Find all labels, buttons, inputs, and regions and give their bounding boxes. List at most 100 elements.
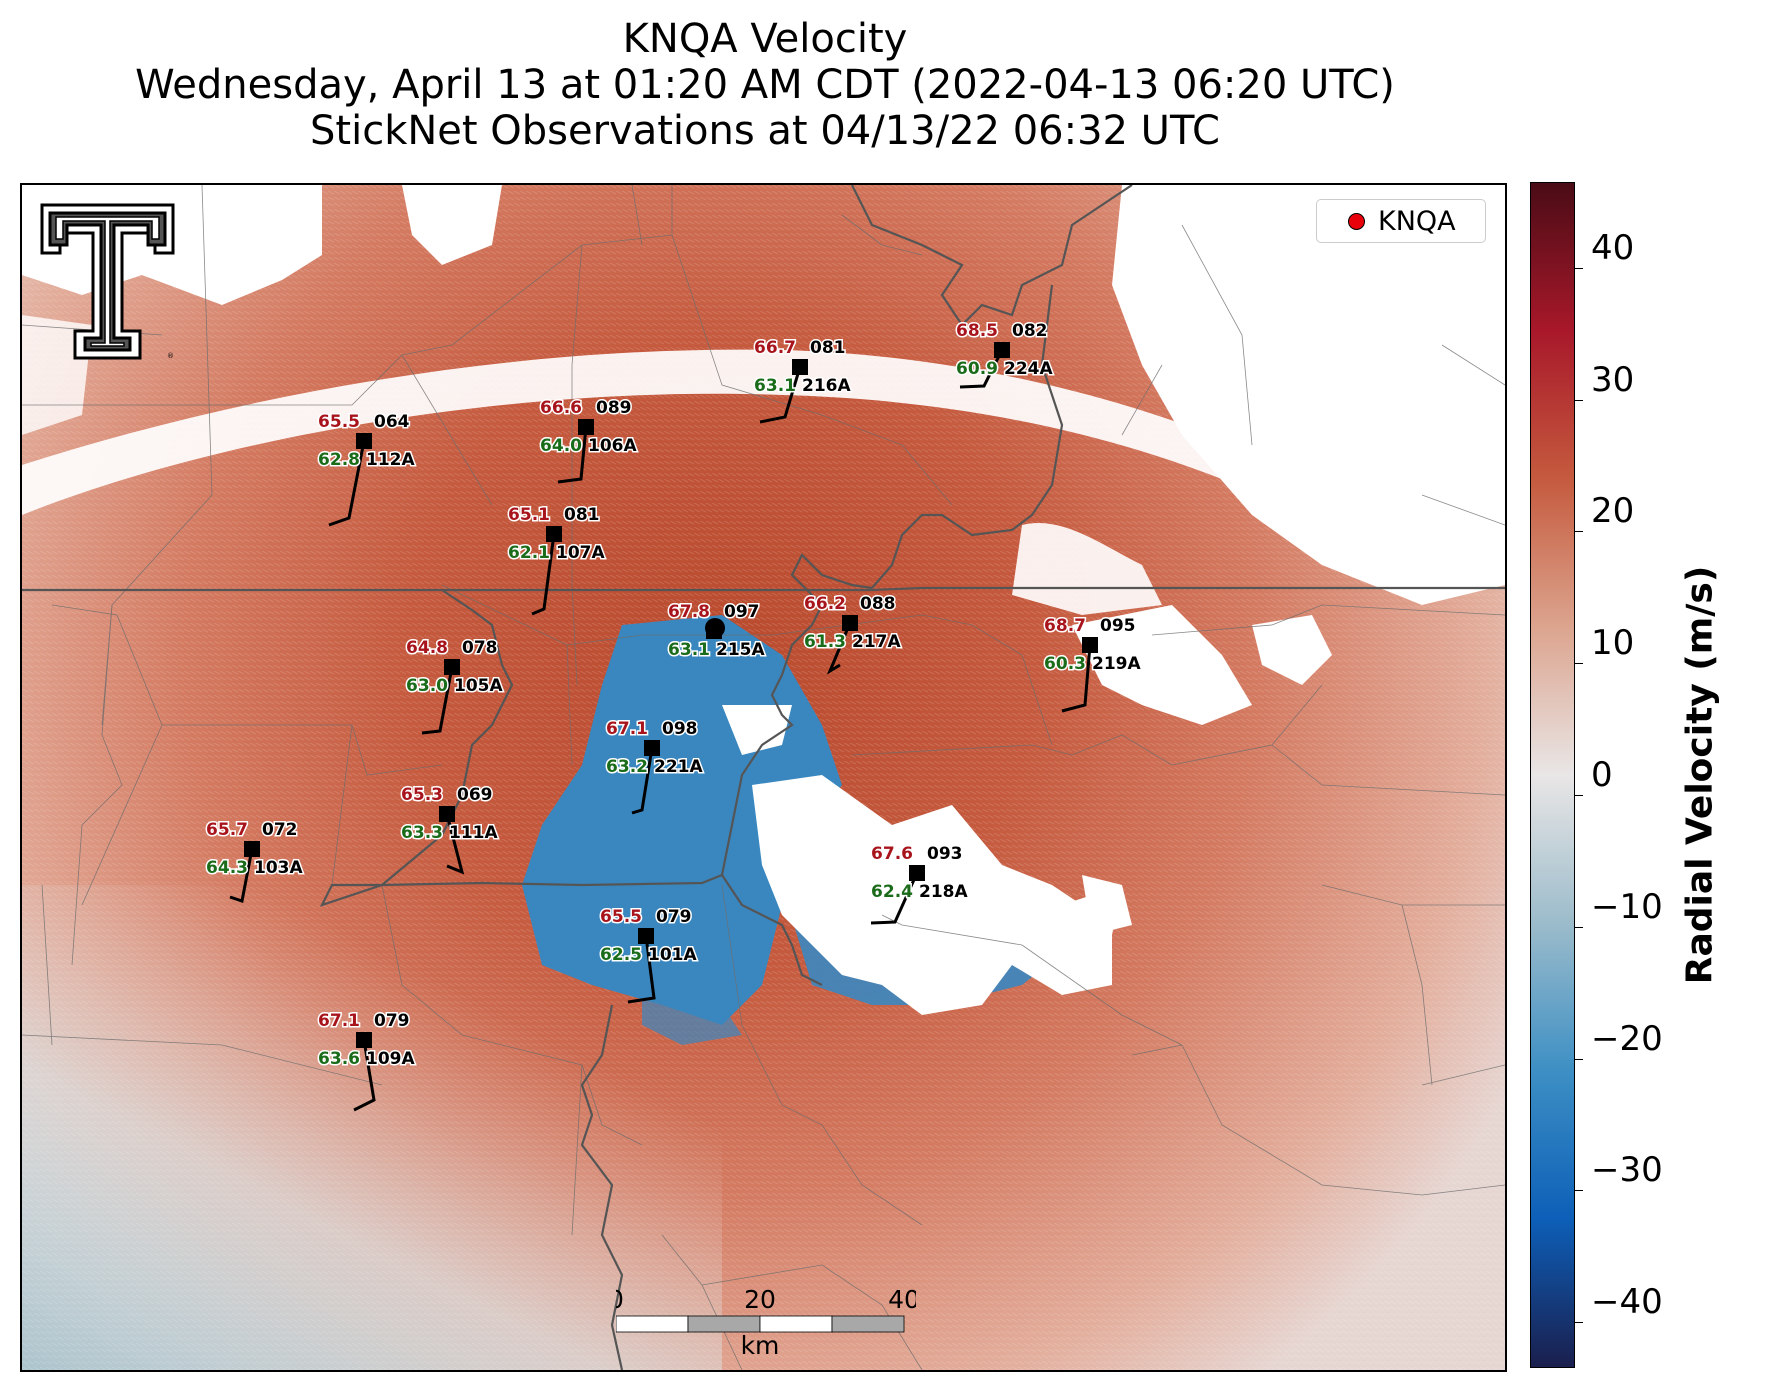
station-wind-direction: 093	[927, 844, 963, 864]
no-data-region-center	[752, 775, 1112, 1015]
colorbar-label: Radial Velocity (m/s)	[1679, 565, 1721, 985]
station-id: 224A	[1004, 359, 1053, 379]
wind-barb	[1061, 644, 1092, 713]
station-temperature: 65.3	[401, 785, 443, 805]
station-wind-direction: 089	[596, 398, 632, 418]
colorbar-tick: 40	[1573, 228, 1634, 288]
station-wind-direction: 079	[374, 1011, 410, 1031]
station-dewpoint: 62.5	[600, 945, 642, 965]
wind-barb	[229, 848, 254, 903]
station-dewpoint: 63.2	[606, 757, 648, 777]
station-marker	[356, 433, 372, 449]
colorbar-tick: −40	[1574, 1282, 1663, 1342]
station-temperature: 66.2	[804, 594, 846, 614]
station-id: 107A	[556, 543, 605, 563]
station-dewpoint: 63.1	[754, 376, 796, 396]
station-id: 217A	[852, 632, 901, 652]
title-line-2: Wednesday, April 13 at 01:20 AM CDT (202…	[135, 62, 1395, 108]
station-dewpoint: 63.1	[668, 640, 710, 660]
station-wind-direction: 072	[262, 820, 298, 840]
wind-barb	[445, 813, 465, 875]
station-marker	[909, 865, 925, 881]
svg-text:®: ®	[167, 352, 174, 360]
velocity-colorbar	[1530, 182, 1575, 1368]
scale-tick-40: 40	[888, 1286, 916, 1314]
station-106A[interactable]: 66.6 089 64.0 106A	[539, 397, 639, 484]
station-wind-direction: 069	[457, 785, 493, 805]
station-111A[interactable]: 65.3 069 63.3 111A	[400, 784, 500, 875]
sticknet-stations: 65.5 064 62.8 112A 66.6 089 64.0 106A 66.7 081 63.…	[205, 320, 1143, 1112]
wind-barb	[531, 533, 556, 616]
station-219A[interactable]: 68.7 095 60.3 219A	[1043, 615, 1143, 713]
colorbar-tick: 0	[1574, 755, 1613, 815]
wind-barb	[353, 1039, 376, 1112]
station-temperature: 68.7	[1044, 616, 1086, 636]
wind-barb	[759, 366, 802, 424]
station-wind-direction: 078	[462, 638, 498, 658]
colorbar-tick: −20	[1574, 1019, 1663, 1079]
scale-tick-0: 0	[616, 1286, 624, 1314]
station-218A[interactable]: 67.6 093 62.4 218A	[870, 843, 970, 925]
radar-site-legend-icon	[1348, 212, 1365, 230]
station-dewpoint: 62.1	[508, 543, 550, 563]
no-data-region-northeast	[1112, 185, 1505, 605]
station-dewpoint: 63.3	[401, 823, 443, 843]
station-217A[interactable]: 66.2 088 61.3 217A	[803, 593, 903, 675]
station-marker	[644, 740, 660, 756]
colorbar-tick: −10	[1574, 887, 1663, 947]
station-temperature: 65.5	[318, 412, 360, 432]
colorbar-tick: 30	[1573, 360, 1634, 420]
wind-barb	[421, 666, 454, 735]
map-legend: KNQA	[1316, 199, 1486, 243]
station-107A[interactable]: 65.1 081 62.1 107A	[507, 504, 607, 616]
station-marker	[356, 1032, 372, 1048]
title-line-3: StickNet Observations at 04/13/22 06:32 …	[310, 108, 1220, 154]
station-temperature: 65.5	[600, 907, 642, 927]
station-109A[interactable]: 67.1 079 63.6 109A	[317, 1010, 417, 1112]
radar-map-canvas: 65.5 064 62.8 112A 66.6 089 64.0 106A 66.7 081 63.…	[22, 185, 1505, 1370]
station-id: 101A	[648, 945, 697, 965]
station-marker	[638, 928, 654, 944]
radar-map[interactable]: 65.5 064 62.8 112A 66.6 089 64.0 106A 66.7 081 63.…	[20, 183, 1507, 1372]
station-temperature: 65.7	[206, 820, 248, 840]
county-boundaries	[22, 185, 1505, 1370]
station-temperature: 67.1	[318, 1011, 360, 1031]
station-dewpoint: 64.0	[540, 436, 582, 456]
station-112A[interactable]: 65.5 064 62.8 112A	[317, 411, 417, 527]
station-marker	[792, 359, 808, 375]
station-wind-direction: 081	[564, 505, 600, 525]
station-id: 111A	[449, 823, 498, 843]
scale-tick-20: 20	[744, 1286, 776, 1314]
station-temperature: 68.5	[956, 321, 998, 341]
station-id: 106A	[588, 436, 637, 456]
station-215A[interactable]: 67.8 097 63.1 215A	[667, 601, 767, 662]
station-dewpoint: 62.4	[871, 882, 913, 902]
station-216A[interactable]: 66.7 081 63.1 216A	[753, 337, 853, 424]
station-224A[interactable]: 68.5 082 60.9 224A	[955, 320, 1055, 389]
station-temperature: 66.6	[540, 398, 582, 418]
legend-label-knqa: KNQA	[1378, 205, 1456, 237]
wind-barb	[870, 872, 919, 925]
station-wind-direction: 064	[374, 412, 410, 432]
station-id: 112A	[366, 450, 415, 470]
station-marker	[444, 659, 460, 675]
station-temperature: 64.8	[406, 638, 448, 658]
station-101A[interactable]: 65.5 079 62.5 101A	[599, 906, 699, 1004]
station-id: 105A	[454, 676, 503, 696]
wind-barb	[627, 935, 656, 1004]
wind-barb	[959, 349, 1004, 389]
station-temperature: 67.8	[668, 602, 710, 622]
station-wind-direction: 098	[662, 719, 698, 739]
station-id: 221A	[654, 757, 703, 777]
station-221A[interactable]: 67.1 098 63.2 221A	[605, 718, 705, 815]
station-marker	[1082, 637, 1098, 653]
station-wind-direction: 088	[860, 594, 896, 614]
figure-title: KNQA Velocity Wednesday, April 13 at 01:…	[0, 16, 1530, 154]
station-103A[interactable]: 65.7 072 64.3 103A	[205, 819, 305, 903]
station-105A[interactable]: 64.8 078 63.0 105A	[405, 637, 505, 735]
wind-barb	[631, 747, 654, 815]
station-dewpoint: 60.3	[1044, 654, 1086, 674]
station-marker	[439, 806, 455, 822]
texas-tech-logo: ®	[40, 203, 175, 360]
wind-barb	[328, 440, 366, 527]
